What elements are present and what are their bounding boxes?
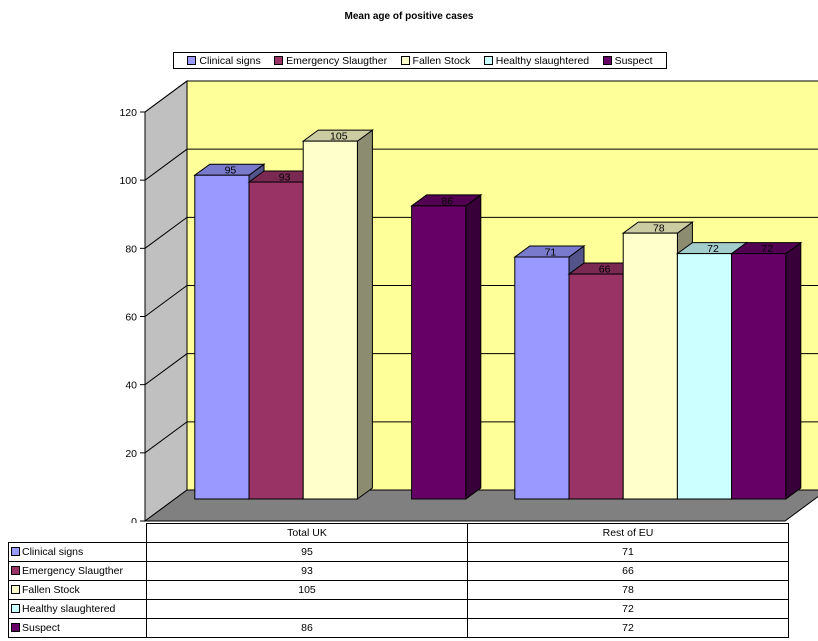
y-axis-tick-label: 20 xyxy=(125,448,137,460)
legend-item: Healthy slaughtered xyxy=(483,54,590,67)
table-cell: 78 xyxy=(467,580,789,600)
chart-title: Mean age of positive cases xyxy=(344,11,474,22)
table-row-label: Fallen Stock xyxy=(22,583,80,596)
legend-swatch xyxy=(274,56,284,65)
y-axis-tick-label: 0 xyxy=(131,516,137,523)
table-row-header: Emergency Slaugther xyxy=(8,561,147,581)
bar xyxy=(411,205,467,500)
table-row-header: Suspect xyxy=(8,618,147,638)
y-axis-tick-label: 80 xyxy=(125,243,137,255)
table-corner xyxy=(9,524,147,543)
table-cell: 72 xyxy=(467,618,789,638)
table-cell: 72 xyxy=(467,599,789,619)
table-row-label: Suspect xyxy=(22,621,60,634)
bar xyxy=(514,256,570,500)
table-row-header: Healthy slaughtered xyxy=(8,599,147,619)
bar-side xyxy=(465,193,482,500)
data-table: Total UK Rest of EU Clinical signs 95 71 Em… xyxy=(8,523,789,638)
legend-item: Emergency Slaugther xyxy=(274,55,387,67)
data-label: 105 xyxy=(330,131,348,143)
bar-side xyxy=(785,241,802,500)
data-label: 95 xyxy=(225,165,237,177)
table-row-label: Clinical signs xyxy=(22,545,84,558)
legend-label: Fallen Stock xyxy=(412,54,471,67)
bar xyxy=(676,253,733,500)
legend-label: Healthy slaughtered xyxy=(495,54,590,67)
table-cell: 71 xyxy=(467,542,789,562)
y-axis-tick-label: 100 xyxy=(119,175,137,187)
table-cell: 95 xyxy=(146,542,468,562)
legend-swatch xyxy=(400,56,410,65)
legend-item: Clinical signs xyxy=(187,54,261,67)
legend-label: Clinical signs xyxy=(199,54,261,67)
table-row: Fallen Stock 105 78 xyxy=(8,580,789,600)
table-row-swatch xyxy=(11,584,20,594)
legend-swatch xyxy=(602,56,612,65)
table-row-swatch xyxy=(11,622,20,632)
bar-side xyxy=(356,129,373,500)
bar xyxy=(194,174,250,500)
bar xyxy=(568,273,624,500)
table-row: Suspect 86 72 xyxy=(8,618,789,638)
data-label: 72 xyxy=(707,243,719,255)
y-axis-tick-label: 60 xyxy=(125,312,137,324)
table-row: Clinical signs 95 71 xyxy=(8,542,789,562)
table-row-swatch xyxy=(11,603,20,613)
data-label: 72 xyxy=(761,243,773,255)
legend-item: Suspect xyxy=(602,54,653,67)
table-row: Healthy slaughtered 72 xyxy=(8,599,789,619)
bar xyxy=(622,232,678,500)
gridline xyxy=(144,148,818,181)
bar xyxy=(248,181,304,500)
table-column-header: Total UK xyxy=(146,523,468,543)
data-label: 93 xyxy=(279,172,291,184)
data-label: 66 xyxy=(599,264,611,276)
gridline xyxy=(144,216,818,249)
bar xyxy=(731,253,787,500)
bar xyxy=(302,140,358,500)
legend-swatch xyxy=(483,56,493,65)
data-label: 71 xyxy=(545,247,557,259)
table-row: Emergency Slaugther 93 66 xyxy=(8,561,789,581)
table-cell: 86 xyxy=(146,618,468,638)
table-row-header: Fallen Stock xyxy=(8,580,147,600)
table-cell: 105 xyxy=(146,580,468,600)
table-cell xyxy=(146,599,468,619)
legend-swatch xyxy=(187,56,197,65)
gridline xyxy=(144,80,818,113)
y-axis-tick-label: 120 xyxy=(119,107,137,119)
data-label: 78 xyxy=(653,223,665,235)
table-column-header: Rest of EU xyxy=(467,523,789,543)
table-row-swatch xyxy=(11,565,20,575)
table-header-row: Total UK Rest of EU xyxy=(9,523,789,543)
y-axis-tick-label: 40 xyxy=(125,380,137,392)
legend-label: Suspect xyxy=(614,54,653,67)
legend-item: Fallen Stock xyxy=(400,54,471,67)
table-row-swatch xyxy=(11,546,20,556)
legend: Clinical signs Emergency Slaugther Fallen … xyxy=(173,52,667,69)
table-cell: 93 xyxy=(146,561,468,581)
data-label: 86 xyxy=(441,195,453,207)
table-row-header: Clinical signs xyxy=(8,542,147,562)
table-row-label: Healthy slaughtered xyxy=(22,602,116,615)
chart-plot-area: 0 20 40 60 80 100 120 95 93 105 86 71 66 78 72 72 xyxy=(119,80,818,523)
legend-label: Emergency Slaugther xyxy=(286,54,388,67)
table-cell: 66 xyxy=(467,561,789,581)
table-row-label: Emergency Slaugther xyxy=(22,564,123,577)
